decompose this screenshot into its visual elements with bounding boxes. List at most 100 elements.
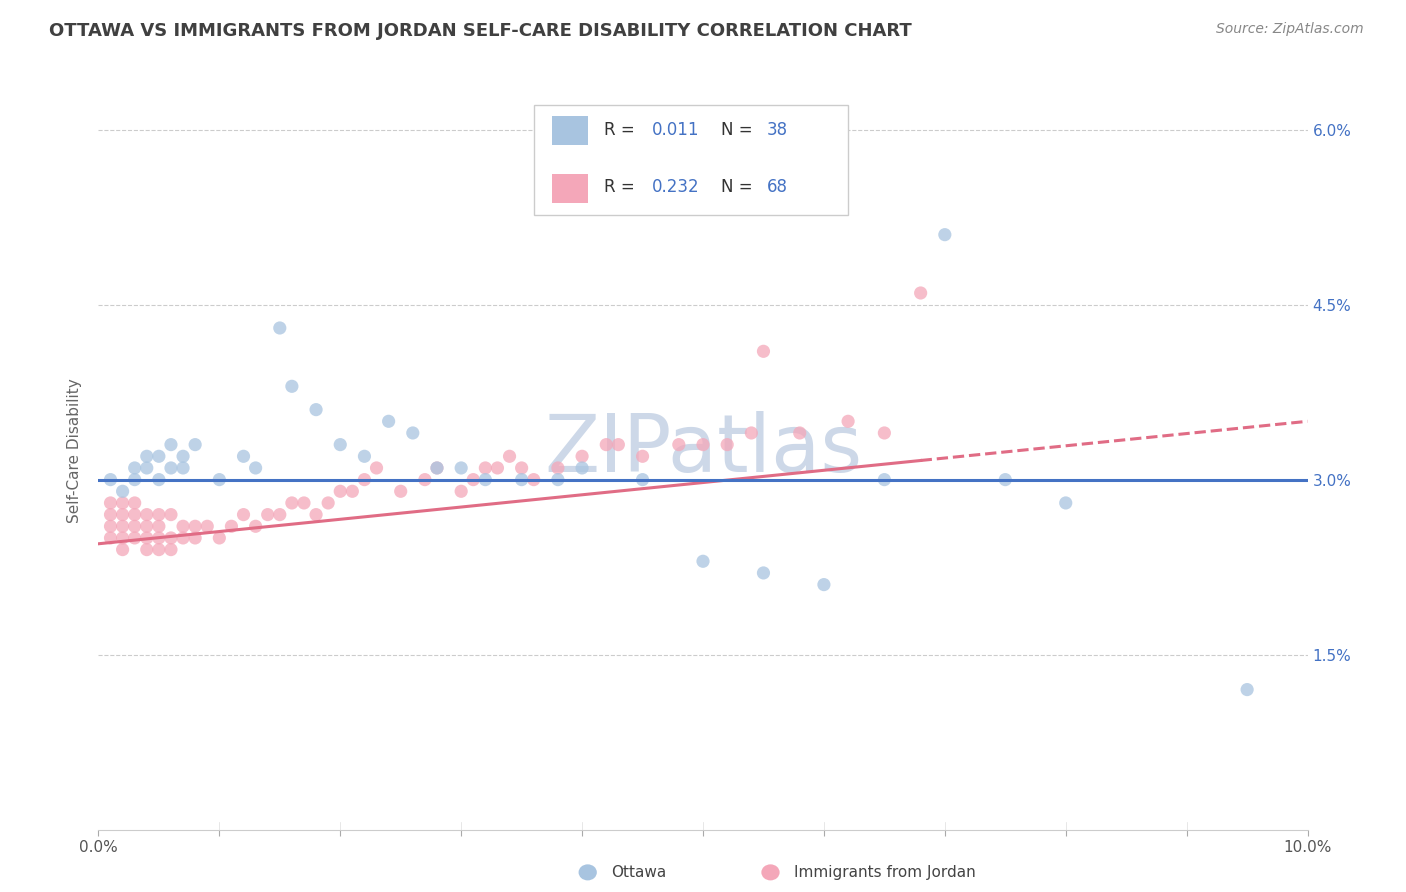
Point xyxy=(111,542,134,557)
Text: 0.232: 0.232 xyxy=(652,178,700,196)
Point xyxy=(111,508,134,522)
Y-axis label: Self-Care Disability: Self-Care Disability xyxy=(67,378,83,523)
Point xyxy=(486,461,509,475)
Point xyxy=(135,542,157,557)
FancyBboxPatch shape xyxy=(551,174,588,202)
Text: Source: ZipAtlas.com: Source: ZipAtlas.com xyxy=(1216,22,1364,37)
Point xyxy=(160,531,183,545)
Text: Ottawa: Ottawa xyxy=(612,865,666,880)
Point xyxy=(426,461,449,475)
Point xyxy=(498,450,520,464)
Point xyxy=(281,496,304,510)
Point xyxy=(148,519,170,533)
Point xyxy=(450,484,472,499)
Text: R =: R = xyxy=(603,121,640,139)
Point xyxy=(135,450,157,464)
Point xyxy=(377,414,399,428)
Point xyxy=(474,473,496,487)
Point xyxy=(692,437,714,451)
Text: N =: N = xyxy=(721,121,758,139)
Text: R =: R = xyxy=(603,178,640,196)
Point xyxy=(172,461,194,475)
Point xyxy=(135,508,157,522)
Point xyxy=(342,484,364,499)
Point xyxy=(571,450,593,464)
Point xyxy=(184,519,207,533)
Point xyxy=(450,461,472,475)
Point xyxy=(184,437,207,451)
Point xyxy=(934,227,956,242)
Point xyxy=(1054,496,1077,510)
Point xyxy=(160,542,183,557)
Point xyxy=(172,531,194,545)
Point xyxy=(148,473,170,487)
Point xyxy=(329,484,352,499)
Point xyxy=(463,473,485,487)
Point xyxy=(910,285,932,300)
Point xyxy=(100,508,122,522)
Text: OTTAWA VS IMMIGRANTS FROM JORDAN SELF-CARE DISABILITY CORRELATION CHART: OTTAWA VS IMMIGRANTS FROM JORDAN SELF-CA… xyxy=(49,22,912,40)
Text: 68: 68 xyxy=(768,178,789,196)
Point xyxy=(124,473,146,487)
Point xyxy=(595,437,617,451)
Point xyxy=(111,531,134,545)
Point xyxy=(269,321,291,335)
Point xyxy=(172,519,194,533)
Point xyxy=(813,158,835,172)
Point xyxy=(510,473,533,487)
Point xyxy=(316,496,339,510)
Point xyxy=(752,566,775,580)
Text: ZIPatlas: ZIPatlas xyxy=(544,411,862,490)
Point xyxy=(837,414,859,428)
Point xyxy=(160,461,183,475)
Point xyxy=(160,437,183,451)
Point xyxy=(292,496,315,510)
Point xyxy=(571,461,593,475)
Point xyxy=(873,425,896,440)
Point xyxy=(124,508,146,522)
Point xyxy=(305,402,328,417)
Point xyxy=(607,437,630,451)
Point xyxy=(100,531,122,545)
Point xyxy=(366,461,388,475)
Point xyxy=(135,519,157,533)
Text: N =: N = xyxy=(721,178,758,196)
Point xyxy=(245,461,267,475)
Point xyxy=(184,531,207,545)
Point xyxy=(148,542,170,557)
Point xyxy=(256,508,278,522)
Point xyxy=(269,508,291,522)
Text: 0.011: 0.011 xyxy=(652,121,700,139)
Point xyxy=(100,473,122,487)
Point xyxy=(111,484,134,499)
Point xyxy=(353,450,375,464)
Point xyxy=(994,473,1017,487)
Point xyxy=(135,531,157,545)
Point xyxy=(740,425,762,440)
Point xyxy=(124,531,146,545)
Point xyxy=(329,437,352,451)
Point xyxy=(232,508,254,522)
Point xyxy=(208,473,231,487)
Text: Immigrants from Jordan: Immigrants from Jordan xyxy=(794,865,976,880)
Point xyxy=(474,461,496,475)
Point xyxy=(813,577,835,591)
FancyBboxPatch shape xyxy=(551,116,588,145)
Point xyxy=(353,473,375,487)
Point xyxy=(281,379,304,393)
FancyBboxPatch shape xyxy=(534,105,848,216)
Point xyxy=(426,461,449,475)
Point xyxy=(100,519,122,533)
Point xyxy=(716,437,738,451)
Point xyxy=(124,461,146,475)
Point xyxy=(148,508,170,522)
Point xyxy=(124,519,146,533)
Point xyxy=(668,437,690,451)
Point xyxy=(789,425,811,440)
Point xyxy=(160,508,183,522)
Point xyxy=(172,450,194,464)
Point xyxy=(631,473,654,487)
Point xyxy=(547,473,569,487)
Point xyxy=(1236,682,1258,697)
Point xyxy=(389,484,412,499)
